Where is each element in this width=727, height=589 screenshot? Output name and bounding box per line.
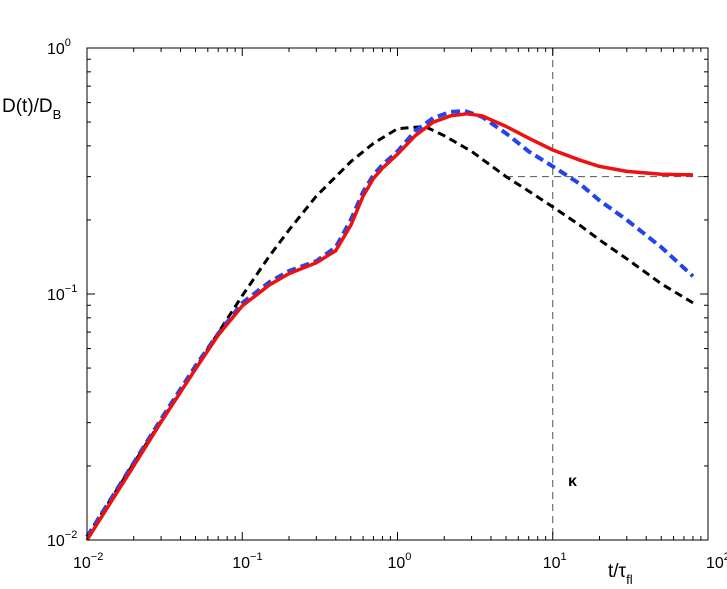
x-tick-label: 102 <box>706 551 727 572</box>
y-tick-exponent: 0 <box>65 37 71 49</box>
y-tick-label: 100 <box>47 37 71 58</box>
x-tick-base: 10 <box>232 555 250 572</box>
x-tick-exponent: −2 <box>91 551 104 563</box>
y-axis-label-base: D(t)/D <box>2 96 53 117</box>
y-axis-label: D(t)/DB <box>2 96 61 122</box>
x-tick-exponent: 0 <box>405 551 411 563</box>
x-tick-exponent: 1 <box>561 551 567 563</box>
y-tick-label: 10−1 <box>47 283 77 304</box>
x-tick-label: 100 <box>388 551 412 572</box>
x-tick-base: 10 <box>388 555 406 572</box>
y-tick-exponent: −1 <box>65 283 78 295</box>
x-axis-label-base: t/τ <box>608 561 627 582</box>
x-tick-label: 101 <box>543 551 567 572</box>
x-tick-exponent: −1 <box>250 551 263 563</box>
x-tick-base: 10 <box>543 555 561 572</box>
y-axis-label-sub: B <box>53 107 62 122</box>
series-line-1 <box>85 124 694 538</box>
x-tick-label: 10−1 <box>232 551 262 572</box>
kappa-annotation: κ <box>568 473 577 490</box>
x-axis-label: t/τfl <box>608 561 633 587</box>
axis-ticks <box>86 47 709 541</box>
x-tick-label: 10−2 <box>73 551 103 572</box>
reference-lines <box>506 48 708 540</box>
series-group <box>85 108 695 541</box>
y-tick-exponent: −2 <box>65 529 78 541</box>
y-tick-base: 10 <box>47 287 65 304</box>
y-tick-base: 10 <box>47 41 65 58</box>
y-tick-label: 10−2 <box>47 529 77 550</box>
y-tick-base: 10 <box>47 533 65 550</box>
x-tick-exponent: 2 <box>724 551 727 563</box>
x-tick-labels: 10−2 10−1 100 101 102 <box>73 551 727 572</box>
x-axis-label-sub: fl <box>626 572 633 587</box>
series-line-3 <box>85 112 694 541</box>
x-tick-base: 10 <box>706 555 724 572</box>
plot-frame <box>86 47 709 541</box>
x-tick-base: 10 <box>73 555 91 572</box>
series-line-2 <box>85 108 695 538</box>
